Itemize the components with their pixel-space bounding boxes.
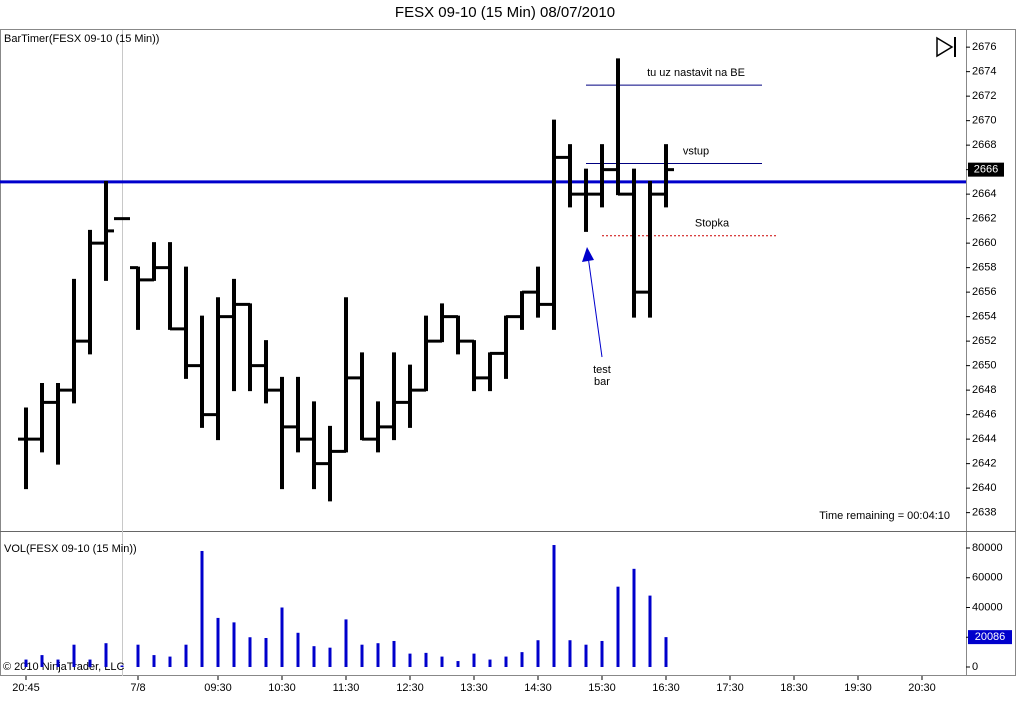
volume-bar xyxy=(328,647,332,668)
last-volume-box xyxy=(968,630,1012,645)
volume-bar xyxy=(600,640,604,668)
panel-label: BarTimer(FESX 09-10 (15 Min)) xyxy=(4,33,159,45)
volume-bar xyxy=(632,568,636,668)
volume-bar xyxy=(152,655,156,668)
volume-bar xyxy=(264,637,268,668)
x-tick-label: 17:30 xyxy=(716,682,744,694)
x-tick-label: 20:45 xyxy=(12,682,40,694)
volume-bar xyxy=(648,595,652,668)
volume-bar xyxy=(568,640,572,668)
note-text: bar xyxy=(594,376,610,388)
x-tick-label: 14:30 xyxy=(524,682,552,694)
volume-bar xyxy=(88,659,92,668)
volume-bar xyxy=(664,637,668,668)
x-tick-label: 7/8 xyxy=(130,682,145,694)
volume-bar xyxy=(232,622,236,668)
volume-bar xyxy=(280,607,284,668)
volume-bar xyxy=(72,644,76,668)
y-tick-label: 80000 xyxy=(972,542,1003,554)
y-tick-label: 2638 xyxy=(972,507,996,519)
volume-bar xyxy=(56,659,60,668)
annotation-text: tu uz nastavit na BE xyxy=(647,67,745,79)
x-tick-label: 18:30 xyxy=(780,682,808,694)
last-volume-label: 20086 xyxy=(975,631,1006,643)
volume-bar xyxy=(552,545,556,668)
status-text: Time remaining = 00:04:10 xyxy=(819,510,950,522)
last-price-label: 2666 xyxy=(974,164,998,176)
volume-bar xyxy=(584,644,588,668)
volume-bar xyxy=(200,550,204,668)
y-tick-label: 60000 xyxy=(972,572,1003,584)
x-tick-label: 16:30 xyxy=(652,682,680,694)
volume-bar xyxy=(408,653,412,668)
x-tick-label: 20:30 xyxy=(908,682,936,694)
y-tick-label: 2662 xyxy=(972,213,996,225)
x-tick-label: 12:30 xyxy=(396,682,424,694)
y-tick-label: 2652 xyxy=(972,335,996,347)
volume-bar xyxy=(616,586,620,668)
x-tick-label: 09:30 xyxy=(204,682,232,694)
volume-bar xyxy=(296,632,300,668)
y-tick-label: 0 xyxy=(972,661,978,673)
volume-bar xyxy=(24,659,28,668)
y-tick-label: 2668 xyxy=(972,139,996,151)
chart-title: FESX 09-10 (15 Min) 08/07/2010 xyxy=(395,4,615,21)
volume-bar xyxy=(136,644,140,668)
panel-label: VOL(FESX 09-10 (15 Min)) xyxy=(4,543,137,555)
annotation-text: vstup xyxy=(683,145,709,157)
volume-bar xyxy=(184,644,188,668)
volume-bar xyxy=(312,646,316,668)
y-tick-label: 2672 xyxy=(972,90,996,102)
play-icon xyxy=(936,36,954,58)
volume-bar xyxy=(392,640,396,668)
y-tick-label: 2670 xyxy=(972,115,996,127)
volume-bar xyxy=(424,652,428,668)
y-tick-label: 2658 xyxy=(972,262,996,274)
volume-bar xyxy=(520,652,524,668)
y-tick-label: 2644 xyxy=(972,433,996,445)
volume-bar xyxy=(440,656,444,668)
y-tick-label: 2656 xyxy=(972,286,996,298)
volume-bar xyxy=(104,643,108,668)
volume-bar xyxy=(536,640,540,668)
volume-bar xyxy=(40,655,44,668)
x-tick-label: 11:30 xyxy=(333,682,360,694)
volume-bar xyxy=(168,656,172,668)
y-tick-label: 40000 xyxy=(972,601,1003,613)
x-tick-label: 15:30 xyxy=(588,682,616,694)
arrow xyxy=(587,255,603,358)
last-price-box xyxy=(968,162,1004,177)
copyright: © 2010 NinjaTrader, LLC xyxy=(3,661,124,673)
volume-bar xyxy=(376,643,380,668)
volume-bar xyxy=(120,665,124,668)
x-tick-label: 13:30 xyxy=(460,682,488,694)
volume-bar xyxy=(456,661,460,668)
y-tick-label: 2676 xyxy=(972,41,996,53)
volume-bar xyxy=(344,619,348,668)
y-tick-label: 2648 xyxy=(972,384,996,396)
y-tick-label: 2674 xyxy=(972,66,996,78)
pause-bar xyxy=(954,37,956,57)
volume-bar xyxy=(248,637,252,668)
y-tick-label: 2646 xyxy=(972,409,996,421)
play-pause-icon[interactable] xyxy=(936,36,956,58)
volume-bar xyxy=(504,656,508,668)
volume-bar xyxy=(472,653,476,668)
x-tick-label: 10:30 xyxy=(268,682,296,694)
y-tick-label: 2640 xyxy=(972,482,996,494)
volume-bar xyxy=(488,659,492,668)
note-text: test xyxy=(593,364,611,376)
y-tick-label: 2664 xyxy=(972,188,996,200)
volume-bar xyxy=(216,617,220,668)
y-tick-label: 2654 xyxy=(972,311,996,323)
y-tick-label: 2650 xyxy=(972,360,996,372)
arrow-head xyxy=(582,247,594,262)
y-tick-label: 2642 xyxy=(972,458,996,470)
volume-bar xyxy=(360,644,364,668)
annotation-text: Stopka xyxy=(695,218,730,230)
y-tick-label: 2660 xyxy=(972,237,996,249)
x-tick-label: 19:30 xyxy=(844,682,872,694)
